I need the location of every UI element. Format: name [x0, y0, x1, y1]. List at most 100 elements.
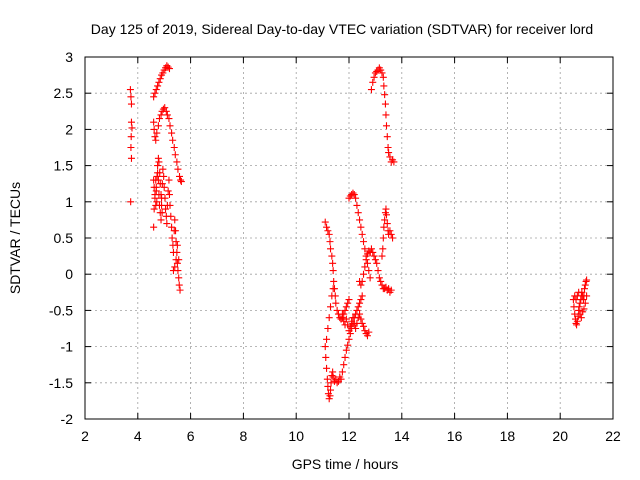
axis-ticks: 2 4 6 8 10 12 14 16 18 20 22 -2 -1.5 -1 -0.5 0 0.5 1 1.5 2 2…: [49, 49, 621, 444]
data-points: [126, 62, 591, 403]
data-point: [379, 234, 387, 242]
data-point: [168, 234, 176, 242]
data-point: [127, 144, 135, 151]
series-pass-1e: [150, 154, 166, 217]
data-point: [325, 314, 333, 322]
data-point: [154, 162, 162, 170]
data-point: [346, 330, 354, 338]
data-point: [165, 65, 173, 73]
data-point: [127, 154, 135, 162]
data-point: [166, 201, 174, 209]
data-point: [581, 281, 589, 289]
data-point: [154, 82, 162, 90]
y-tick-label: -2: [61, 411, 74, 427]
data-point: [361, 245, 369, 253]
data-point: [344, 341, 352, 349]
data-point: [172, 238, 180, 246]
series-pass-1c: [150, 62, 173, 101]
data-point: [573, 317, 581, 325]
data-point: [363, 332, 371, 340]
data-point: [366, 274, 374, 282]
data-point: [174, 165, 182, 173]
data-point: [171, 151, 179, 159]
data-point: [150, 93, 158, 101]
data-point: [175, 256, 183, 264]
data-point: [580, 305, 588, 313]
data-point: [327, 303, 335, 311]
data-point: [327, 379, 335, 387]
y-tick-label: 1: [65, 194, 73, 210]
y-tick-label: -1.5: [49, 375, 73, 391]
data-point: [382, 122, 390, 130]
data-point: [356, 310, 364, 318]
x-tick-label: 8: [240, 428, 248, 444]
data-point: [177, 176, 185, 184]
data-point: [156, 169, 164, 177]
data-point: [381, 216, 389, 224]
data-point: [362, 256, 370, 264]
chart-title: Day 125 of 2019, Sidereal Day-to-day VTE…: [91, 21, 593, 37]
data-point: [152, 86, 160, 94]
data-point: [381, 91, 389, 99]
data-point: [329, 267, 337, 275]
data-point: [159, 69, 167, 77]
data-point: [377, 277, 385, 285]
data-point: [172, 227, 180, 235]
data-point: [323, 223, 331, 231]
data-point: [572, 296, 580, 304]
data-point: [345, 335, 353, 343]
data-point: [150, 118, 158, 126]
data-point: [160, 183, 168, 191]
data-point: [367, 86, 375, 94]
data-point: [382, 111, 390, 119]
data-point: [167, 212, 175, 220]
data-point: [348, 317, 356, 325]
series-pass-2c: [323, 285, 337, 343]
data-point: [127, 133, 135, 141]
x-tick-label: 22: [605, 428, 621, 444]
plot-frame: [84, 56, 614, 420]
x-tick-label: 4: [134, 428, 142, 444]
data-point: [168, 223, 176, 231]
data-point: [327, 245, 335, 253]
data-point: [387, 230, 395, 238]
data-point: [329, 259, 337, 267]
data-point: [321, 343, 329, 351]
series-pass-1d: [150, 104, 185, 186]
data-point: [154, 122, 162, 130]
data-point: [175, 281, 183, 289]
data-point: [173, 259, 181, 267]
data-point: [173, 241, 181, 249]
data-point: [363, 259, 371, 267]
data-point: [357, 315, 365, 323]
data-point: [175, 274, 183, 282]
x-tick-label: 16: [447, 428, 463, 444]
data-point: [176, 286, 184, 294]
data-point: [159, 165, 167, 173]
data-point: [387, 286, 395, 294]
data-point: [573, 292, 581, 300]
data-point: [166, 122, 174, 130]
data-point: [161, 194, 169, 202]
data-point: [165, 191, 173, 199]
data-point: [353, 306, 361, 314]
data-point: [168, 129, 176, 137]
data-point: [162, 107, 170, 115]
data-point: [342, 346, 350, 354]
data-point: [177, 178, 185, 186]
data-point: [357, 296, 365, 304]
data-point: [378, 252, 386, 260]
data-point: [326, 238, 334, 246]
y-tick-label: 2.5: [54, 85, 74, 101]
data-point: [580, 285, 588, 293]
data-point: [386, 227, 394, 235]
y-axis-label: SDTVAR / TECUs: [7, 182, 23, 294]
y-tick-label: 0: [65, 266, 73, 282]
data-point: [169, 267, 177, 275]
data-point: [375, 274, 383, 282]
data-point: [360, 322, 368, 330]
data-point: [323, 335, 331, 343]
data-point: [341, 353, 349, 361]
data-point: [579, 308, 587, 316]
data-point: [150, 223, 158, 231]
